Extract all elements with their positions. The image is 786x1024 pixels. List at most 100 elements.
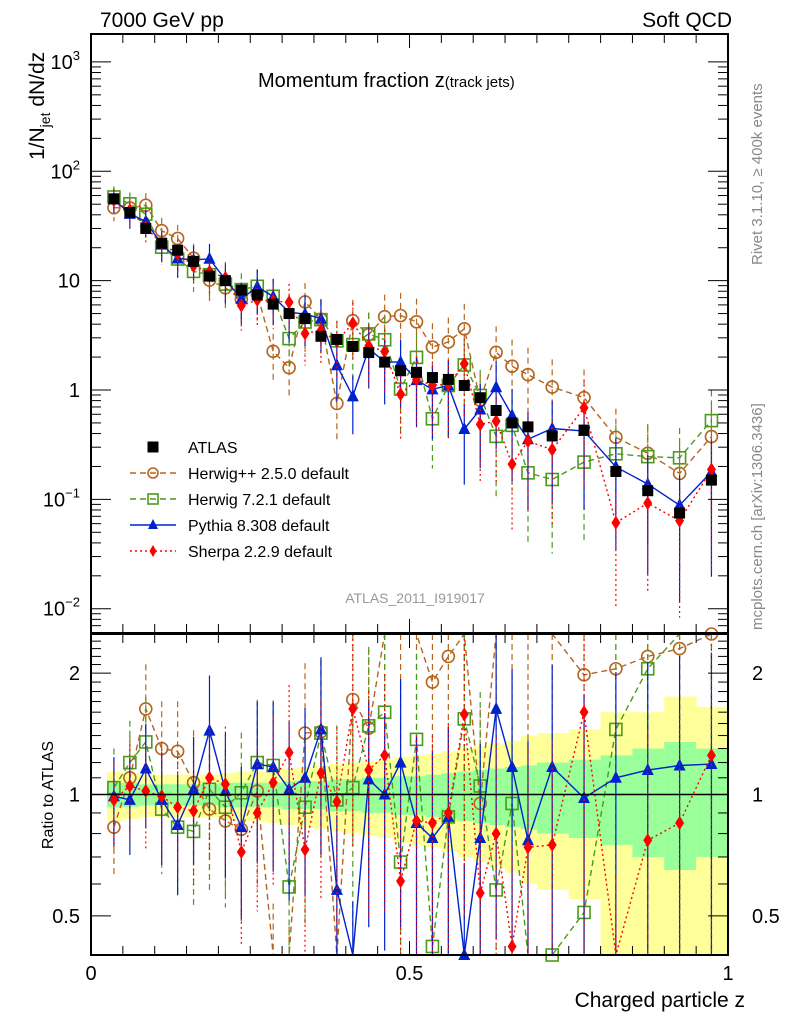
ratio-point [643, 833, 653, 848]
legend-marker [147, 467, 159, 479]
ratio-point [235, 820, 248, 833]
data-point [441, 335, 456, 349]
stat-uncertainty-band [520, 765, 538, 830]
ratio-point [173, 800, 183, 815]
ratio-point [189, 804, 199, 819]
ratio-point [579, 705, 589, 720]
ratio-point [427, 815, 437, 830]
data-point [346, 389, 359, 402]
ratio-point [675, 815, 685, 830]
data-point [611, 515, 621, 530]
header-left-label: 7000 GeV pp [100, 9, 224, 32]
legend-item: Pythia 8.308 default [130, 518, 330, 535]
ratio-y-tick-label: 2 [69, 663, 80, 685]
data-point [490, 380, 503, 393]
data-point [579, 400, 589, 415]
ratio-point [546, 759, 559, 772]
atlas-data-point [219, 275, 231, 287]
ratio-point [251, 757, 264, 770]
y-tick-label: 102 [51, 157, 80, 183]
atlas-data-point [490, 404, 502, 416]
data-point [284, 295, 294, 310]
data-point [266, 344, 280, 359]
data-point [521, 367, 535, 382]
x-tick-label: 1 [722, 963, 733, 985]
main-y-axis-label: 1/Njet dN/dz [26, 52, 53, 160]
atlas-data-point [188, 255, 200, 267]
ratio-point [109, 792, 119, 807]
ratio-y-tick-label-right: 1 [752, 785, 763, 807]
ratio-uncertainty-bands [106, 696, 729, 955]
atlas-data-point [506, 417, 518, 429]
ratio-point [443, 805, 453, 820]
ratio-point [425, 675, 440, 689]
data-point [409, 314, 424, 329]
ratio-series-sherpa-2-2-9-default [109, 634, 716, 956]
data-point [672, 450, 687, 465]
series-line [113, 196, 712, 481]
ratio-point [125, 778, 135, 793]
data-point [425, 340, 440, 354]
data-point [235, 291, 248, 304]
atlas-data-point [458, 379, 470, 391]
series-line [113, 204, 712, 475]
ratio-y-tick-label-right: 0.5 [752, 906, 780, 928]
ratio-point [441, 649, 456, 664]
atlas-data-point [315, 330, 327, 342]
y-tick-label: 1 [69, 380, 80, 402]
data-point [380, 344, 390, 359]
ratio-y-axis-label: Ratio to ATLAS [40, 741, 57, 849]
ratio-point [412, 813, 422, 828]
data-point [251, 279, 264, 292]
ratio-point [268, 775, 278, 790]
stat-uncertainty-band [457, 771, 474, 821]
ratio-point [523, 840, 533, 855]
atlas-data-point [140, 222, 152, 234]
legend-item: ATLAS [147, 440, 238, 457]
ratio-point [507, 939, 517, 954]
ratio-point [521, 833, 534, 846]
y-tick-exponent: 2 [73, 157, 80, 172]
data-point [673, 498, 686, 511]
series-atlas [108, 193, 717, 519]
ratio-point [314, 722, 327, 735]
ratio-point [299, 770, 312, 783]
stat-uncertainty-band [409, 776, 426, 815]
stat-uncertainty-band [393, 776, 410, 815]
x-tick-label: 0 [85, 963, 96, 985]
y-tick-label: 103 [51, 48, 80, 74]
ratio-point [609, 770, 622, 783]
ratio-point [364, 763, 374, 778]
ratio-point [706, 748, 716, 763]
legend-label: Sherpa 2.2.9 default [188, 544, 333, 561]
ratio-point [236, 845, 246, 860]
data-point [170, 231, 185, 246]
legend: ATLAS Herwig++ 2.5.0 default Herwig 7.2.1 … [130, 440, 350, 561]
atlas-data-point [674, 507, 686, 519]
legend-marker [148, 519, 158, 529]
ratio-point [380, 748, 390, 763]
analysis-watermark: ATLAS_2011_I919017 [345, 590, 485, 606]
ratio-point [578, 791, 591, 804]
ratio-point [491, 826, 501, 841]
data-point [545, 380, 559, 394]
atlas-data-point [578, 424, 590, 436]
ratio-point [474, 831, 487, 844]
atlas-data-point [283, 308, 295, 320]
data-point [643, 496, 653, 511]
ratio-y-tick-label: 1 [69, 785, 80, 807]
ratio-point [396, 874, 406, 889]
y-tick-exponent: −1 [65, 485, 80, 500]
legend-marker [147, 493, 159, 505]
legend-label: ATLAS [188, 440, 238, 457]
ratio-point [346, 780, 360, 795]
ratio-point [316, 766, 326, 781]
atlas-data-point [474, 392, 486, 404]
y-tick-exponent: −2 [65, 595, 80, 610]
atlas-data-point [379, 356, 391, 368]
ratio-point [394, 755, 407, 768]
data-point [236, 298, 246, 313]
y-tick-base: 10 [43, 599, 65, 621]
